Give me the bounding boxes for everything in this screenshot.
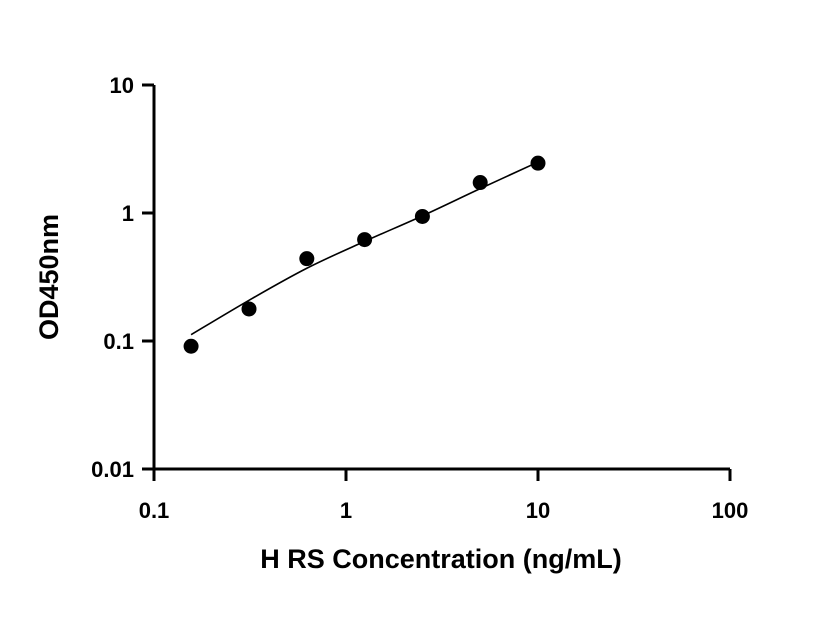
x-tick-label: 1	[340, 498, 352, 523]
x-axis-title: H RS Concentration (ng/mL)	[260, 544, 621, 574]
y-tick-label: 0.1	[103, 329, 134, 354]
data-point	[472, 175, 488, 191]
x-ticks: 0.1 1 10 100	[139, 469, 749, 523]
y-tick-label: 0.01	[91, 457, 134, 482]
y-ticks: 0.01 0.1 1 10	[91, 73, 154, 482]
data-point	[530, 155, 546, 171]
y-axis-title: OD450nm	[34, 214, 64, 340]
data-point	[299, 251, 315, 267]
data-points	[183, 155, 546, 354]
data-point	[414, 208, 430, 224]
data-point	[183, 338, 199, 354]
data-point	[241, 301, 257, 317]
x-tick-label: 100	[712, 498, 749, 523]
y-tick-label: 1	[122, 201, 134, 226]
x-tick-label: 0.1	[139, 498, 170, 523]
axes	[152, 85, 730, 471]
x-tick-label: 10	[526, 498, 550, 523]
y-tick-label: 10	[110, 73, 134, 98]
data-point	[357, 232, 373, 248]
